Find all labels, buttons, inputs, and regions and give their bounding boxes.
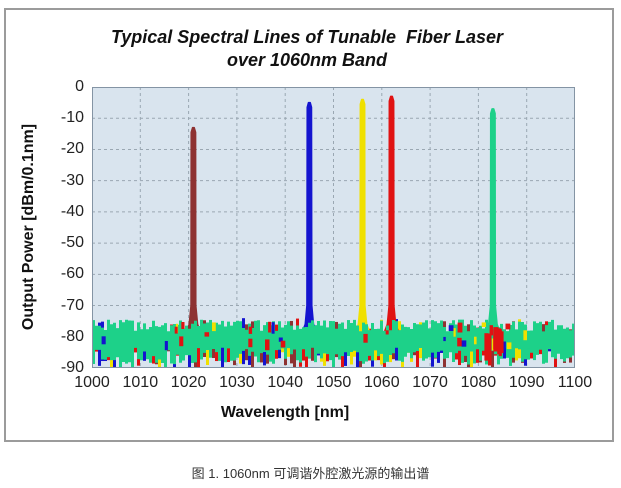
noise-bit — [501, 341, 506, 353]
noise-bit — [385, 330, 389, 335]
noise-bit — [278, 343, 281, 359]
plot-border — [92, 87, 575, 368]
noise-bit — [311, 341, 314, 361]
y-tick-label: 0 — [75, 78, 84, 95]
noise-bit — [461, 340, 467, 347]
x-tick-label: 1070 — [412, 374, 448, 391]
x-tick-label: 1060 — [364, 374, 400, 391]
y-tick-label: -40 — [60, 202, 84, 220]
noise-bit — [164, 341, 168, 351]
y-tick-label: -10 — [60, 109, 84, 127]
noise-bit — [212, 322, 216, 332]
y-tick-label: -70 — [60, 296, 84, 314]
y-tick-label: -50 — [60, 234, 84, 252]
x-axis-title: Wavelength [nm] — [220, 404, 350, 421]
noise-bit — [338, 338, 341, 360]
chart-title: Typical Spectral Lines of Tunable Fiber … — [6, 26, 608, 72]
noise-bit — [506, 342, 512, 350]
noise-bit — [221, 332, 224, 368]
y-tick-label: -30 — [60, 171, 84, 189]
noise-bit — [248, 326, 253, 334]
x-tick-label: 1010 — [122, 374, 159, 391]
x-tick-label: 1030 — [219, 374, 255, 391]
noise-bit — [293, 344, 296, 368]
noise-bit — [363, 333, 368, 343]
noise-bit — [448, 325, 454, 331]
noise-bit — [457, 337, 462, 347]
x-tick-label: 1090 — [508, 374, 545, 391]
noise-bit — [493, 329, 499, 352]
y-tick-label: -20 — [60, 140, 84, 158]
spectral-peak-1056nm — [352, 98, 373, 340]
noise-bit — [481, 322, 486, 327]
noise-bit — [539, 346, 542, 355]
noise-bit — [268, 321, 272, 333]
x-tick-label: 1050 — [315, 374, 352, 391]
noise-bit — [443, 336, 446, 342]
noise-bit — [515, 344, 518, 361]
noise-bit — [227, 338, 230, 363]
noise-bit — [271, 322, 275, 334]
noise-bit — [431, 343, 434, 367]
noise-bit — [474, 336, 477, 345]
noise-bit — [489, 325, 493, 336]
noise-bit — [181, 322, 185, 329]
chart-frame: Typical Spectral Lines of Tunable Fiber … — [4, 8, 614, 442]
noise-bit — [491, 338, 495, 351]
noise-bit — [174, 326, 178, 334]
noise-bit — [101, 336, 106, 345]
noise-bit — [332, 344, 335, 368]
noise-bit — [265, 339, 270, 351]
y-tick-label: -60 — [60, 265, 84, 283]
noise-bit — [179, 336, 184, 347]
noise-bit — [491, 343, 494, 368]
noise-bit — [457, 322, 463, 333]
noise-bit — [484, 333, 489, 361]
noise-bit — [498, 329, 502, 357]
chart-title-line1: Typical Spectral Lines of Tunable Fiber … — [110, 27, 504, 47]
noise-bit — [453, 328, 456, 337]
x-tick-label: 1000 — [74, 374, 110, 391]
chart-title-line2: over 1060nm Band — [226, 50, 388, 70]
y-tick-label: -90 — [60, 359, 84, 376]
noise-bit — [278, 337, 283, 342]
noise-bit — [416, 342, 419, 368]
figure-caption: 图 1. 1060nm 可调谐外腔激光源的输出谱 — [191, 466, 430, 481]
noise-bit — [204, 332, 210, 337]
noise-bit — [280, 340, 286, 348]
x-tick-label: 1020 — [170, 374, 207, 391]
x-tick-label: 1100 — [557, 374, 593, 391]
noise-bit — [523, 330, 527, 341]
y-tick-label: -80 — [60, 327, 84, 345]
noise-bit — [505, 323, 511, 330]
noise-bit — [191, 341, 194, 363]
noise-bit — [356, 341, 359, 368]
noise-bit — [197, 331, 200, 368]
noise-bit — [248, 338, 253, 348]
x-tick-label: 1080 — [460, 374, 497, 391]
x-tick-label: 1040 — [267, 374, 303, 391]
noise-bit — [488, 333, 492, 366]
plot-area — [92, 87, 575, 368]
